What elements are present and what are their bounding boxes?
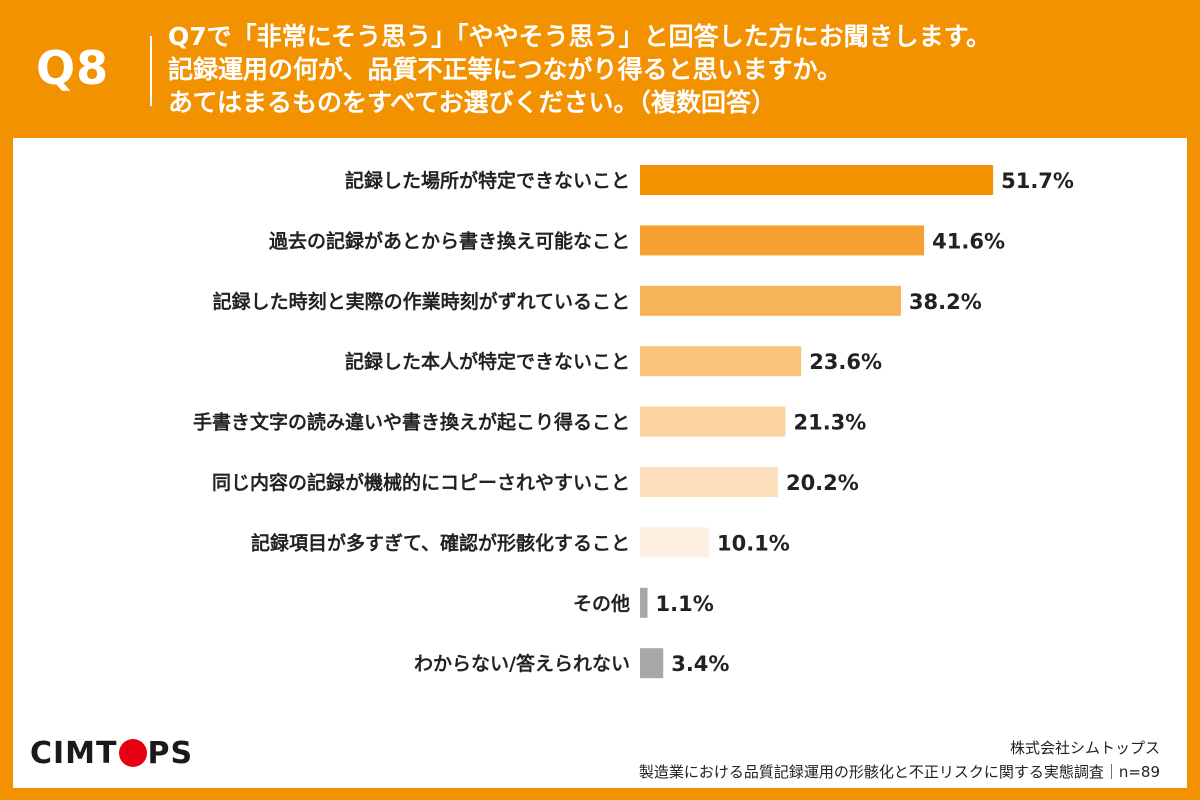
value-label: 3.4% bbox=[671, 652, 729, 676]
bar bbox=[640, 587, 648, 618]
category-label: 記録した本人が特定できないこと bbox=[345, 350, 630, 373]
bar bbox=[640, 285, 901, 316]
value-label: 21.3% bbox=[793, 411, 866, 435]
logo-text-right: PS bbox=[147, 736, 194, 771]
bar bbox=[640, 406, 786, 437]
value-label: 23.6% bbox=[809, 350, 882, 374]
value-label: 10.1% bbox=[717, 531, 790, 555]
bar bbox=[640, 346, 802, 377]
category-label: 記録した時刻と実際の作業時刻がずれていること bbox=[213, 290, 630, 313]
bar bbox=[640, 648, 664, 679]
bar bbox=[640, 467, 778, 497]
source-note: 株式会社シムトップス 製造業における品質記録運用の形骸化と不正リスクに関する実態… bbox=[639, 736, 1160, 784]
value-label: 51.7% bbox=[1001, 169, 1074, 193]
survey-title: 製造業における品質記録運用の形骸化と不正リスクに関する実態調査｜n=89 bbox=[638, 763, 1160, 781]
category-label: 記録項目が多すぎて、確認が形骸化すること bbox=[251, 531, 630, 554]
value-label: 1.1% bbox=[656, 592, 714, 616]
category-label: 同じ内容の記録が機械的にコピーされやすいこと bbox=[212, 471, 630, 494]
bar bbox=[640, 165, 994, 195]
value-label: 41.6% bbox=[932, 229, 1005, 253]
company-name: 株式会社シムトップス bbox=[1009, 739, 1160, 757]
chart-panel: 記録した場所が特定できないこと 51.7% 過去の記録があとから書き換え可能なこと 4… bbox=[13, 138, 1187, 788]
value-label: 38.2% bbox=[909, 290, 982, 314]
category-label: わからない/答えられない bbox=[414, 652, 630, 675]
question-text: Q7で「非常にそう思う」「ややそう思う」と回答した方にお聞きします。 記録運用の… bbox=[168, 20, 1178, 119]
question-line-1: Q7で「非常にそう思う」「ややそう思う」と回答した方にお聞きします。 bbox=[168, 22, 992, 51]
bar bbox=[640, 527, 709, 558]
category-label: 記録した場所が特定できないこと bbox=[345, 169, 630, 192]
question-number: Q8 bbox=[36, 41, 110, 95]
logo-red-dot bbox=[118, 739, 147, 767]
logo-text-left: CIMT bbox=[30, 736, 118, 771]
category-label: 過去の記録があとから書き換え可能なこと bbox=[269, 229, 630, 252]
cimtops-logo: CIMT PS bbox=[30, 736, 193, 771]
category-label: 手書き文字の読み違いや書き換えが起こり得ること bbox=[193, 411, 630, 434]
bar-chart: 記録した場所が特定できないこと 51.7% 過去の記録があとから書き換え可能なこと 4… bbox=[193, 165, 1074, 679]
bar bbox=[640, 225, 925, 256]
header-divider bbox=[150, 36, 152, 106]
category-label: その他 bbox=[573, 592, 630, 615]
value-label: 20.2% bbox=[786, 471, 859, 495]
question-line-3: あてはまるものをすべてお選びください。（複数回答） bbox=[168, 88, 777, 117]
question-header: Q8 Q7で「非常にそう思う」「ややそう思う」と回答した方にお聞きします。 記録… bbox=[0, 0, 1200, 138]
question-line-2: 記録運用の何が、品質不正等につながり得ると思いますか。 bbox=[168, 55, 843, 84]
